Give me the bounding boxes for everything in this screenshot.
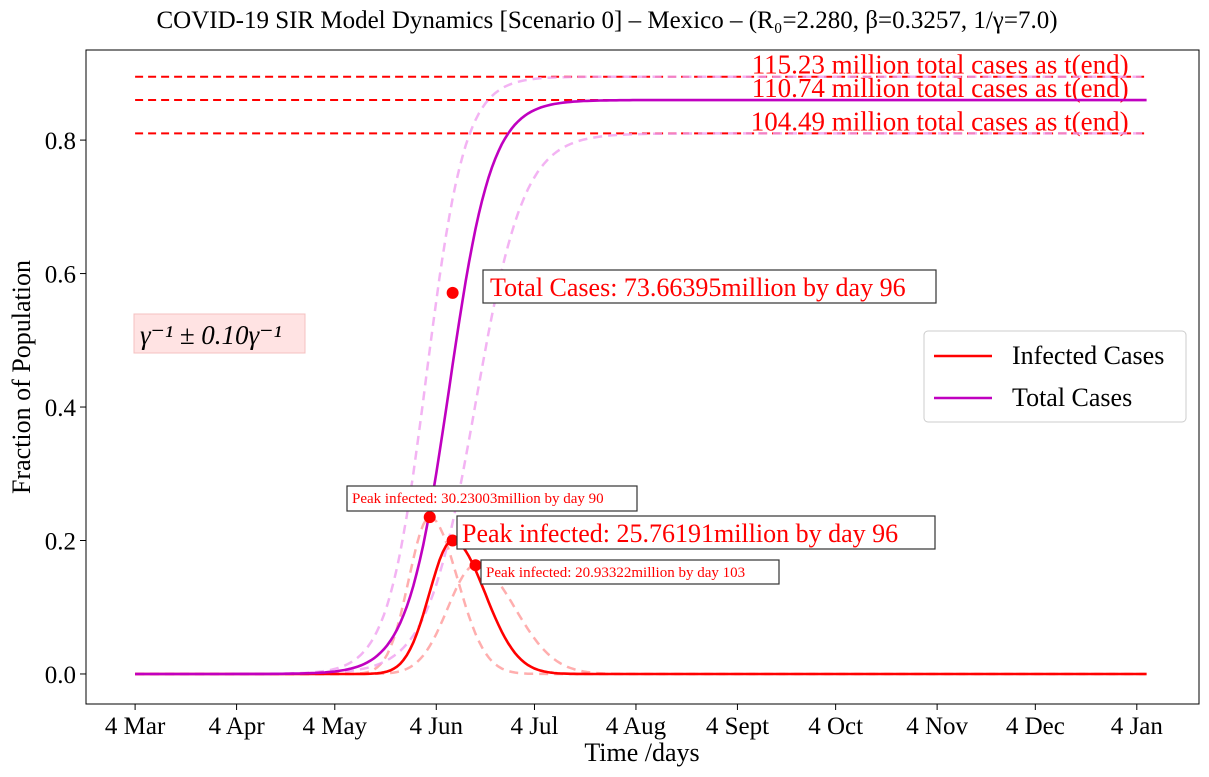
marker-point — [469, 559, 482, 572]
annotation-peak-low-text: Peak infected: 20.93322million by day 10… — [486, 565, 745, 581]
x-tick-label: 4 Oct — [808, 713, 863, 740]
legend: Infected Cases Total Cases — [923, 330, 1187, 423]
annotation-peak-main-text: Peak infected: 25.76191million by day 96 — [462, 519, 898, 548]
x-tick-label: 4 Mar — [105, 713, 166, 740]
y-tick-label: 0.4 — [45, 395, 77, 422]
x-axis-label: Time /days — [584, 738, 699, 767]
reference-line-label: 104.49 million total cases as t(end) — [751, 106, 1129, 136]
y-tick-label: 0.8 — [45, 128, 76, 155]
x-tick-label: 4 Apr — [208, 713, 265, 740]
chart-title: COVID-19 SIR Model Dynamics [Scenario 0]… — [156, 7, 1057, 34]
y-tick-label: 0.2 — [45, 529, 76, 556]
marker-point — [446, 286, 459, 299]
annotation-peak-high: Peak infected: 30.23003million by day 90 — [346, 485, 638, 512]
marker-point — [446, 534, 459, 547]
y-tick-label: 0.6 — [45, 262, 76, 289]
annotation-total-cases: Total Cases: 73.66395million by day 96 — [482, 269, 937, 304]
x-tick-label: 4 Dec — [1006, 713, 1065, 740]
gamma-note-text: γ⁻¹ ± 0.10γ⁻¹ — [140, 320, 282, 350]
y-axis-label: Fraction of Population — [7, 260, 36, 494]
axis-ticks: 4 Mar 4 Apr 4 May 4 Jun 4 Jul 4 Aug 4 Sept 4 Oc… — [45, 128, 1164, 740]
x-tick-label: 4 Jul — [511, 713, 559, 740]
x-tick-label: 4 Jan — [1111, 713, 1164, 740]
gamma-note: γ⁻¹ ± 0.10γ⁻¹ — [133, 313, 306, 354]
annotation-peak-low: Peak infected: 20.93322million by day 10… — [480, 559, 780, 585]
x-tick-label: 4 Sept — [706, 713, 769, 740]
reference-line-label: 115.23 million total cases as t(end) — [752, 50, 1129, 80]
annotation-peak-high-text: Peak infected: 30.23003million by day 90 — [352, 491, 604, 507]
reference-lines: 115.23 million total cases as t(end)110.… — [135, 50, 1147, 136]
x-tick-label: 4 Jun — [410, 713, 464, 740]
legend-label-infected: Infected Cases — [1012, 341, 1164, 370]
annotation-peak-main: Peak infected: 25.76191million by day 96 — [456, 515, 936, 550]
main-series — [135, 98, 1147, 676]
legend-label-total: Total Cases — [1012, 383, 1132, 412]
x-tick-label: 4 Aug — [606, 713, 667, 740]
reference-line-label: 110.74 million total cases as t(end) — [752, 73, 1129, 103]
x-tick-label: 4 May — [302, 713, 367, 740]
series-line — [135, 98, 1147, 676]
marker-points — [423, 286, 482, 572]
x-tick-label: 4 Nov — [906, 713, 968, 740]
annotation-total-cases-text: Total Cases: 73.66395million by day 96 — [490, 273, 906, 302]
marker-point — [423, 511, 436, 524]
y-tick-label: 0.0 — [45, 662, 76, 689]
